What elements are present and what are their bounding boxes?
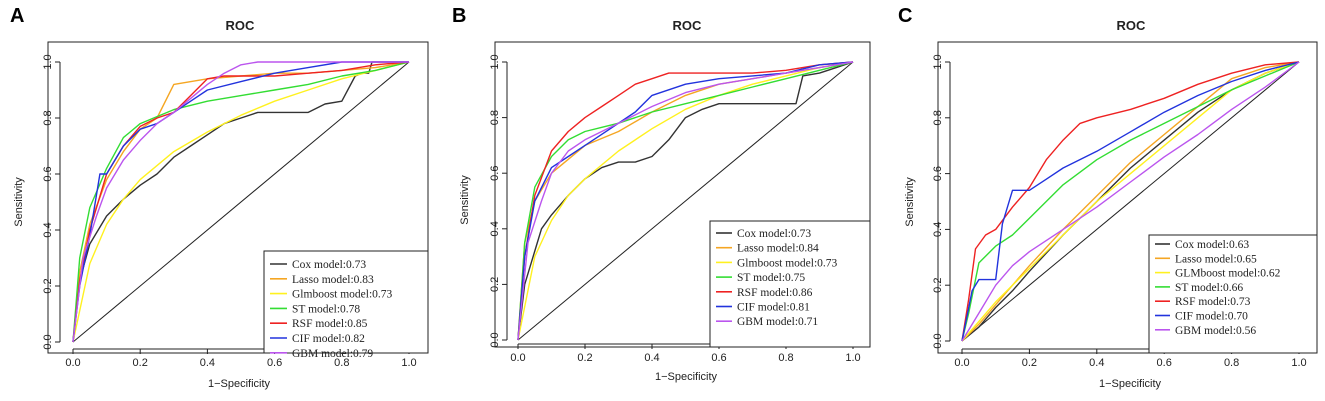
x-tick-label: 0.2 xyxy=(577,352,592,364)
roc-curve-3 xyxy=(517,61,854,341)
y-tick-label: 0.0 xyxy=(932,333,944,348)
legend-entry: RSF model:0.86 xyxy=(737,287,813,299)
legend-entry: Glmboost model:0.73 xyxy=(292,289,393,301)
roc-curve-5 xyxy=(961,61,1300,342)
panel-b: B ROC 1−Specificity Sensitivity 0.0 0.2 0.… xyxy=(452,5,871,383)
roc-curve-5 xyxy=(517,61,854,341)
legend-entry: CIF model:0.70 xyxy=(1175,311,1248,323)
legend-entry: CIF model:0.82 xyxy=(292,333,365,345)
roc-curve-1 xyxy=(961,61,1300,342)
roc-curve-6 xyxy=(72,61,409,343)
legend-entry: GBM model:0.56 xyxy=(1175,325,1256,337)
x-tick-label: 0.0 xyxy=(954,357,969,369)
roc-curve-3 xyxy=(72,61,410,343)
roc-curve-2 xyxy=(517,61,854,341)
legend-entry: Cox model:0.73 xyxy=(737,228,811,240)
legend-entry: Cox model:0.63 xyxy=(1175,239,1249,251)
roc-curve-0 xyxy=(517,61,854,341)
legend-entry: RSF model:0.73 xyxy=(1175,296,1251,308)
legend-entry: Lasso model:0.65 xyxy=(1175,253,1257,265)
x-tick-label: 1.0 xyxy=(401,357,416,369)
panel-letter-b: B xyxy=(452,5,466,27)
legend-box xyxy=(263,250,429,354)
roc-curve-6 xyxy=(517,61,854,341)
y-tick-label: 1.0 xyxy=(932,54,944,69)
x-axis-label: 1−Specificity xyxy=(208,378,271,390)
legend-entry: ST model:0.75 xyxy=(737,272,805,284)
y-tick-label: 0.6 xyxy=(489,166,501,181)
roc-curve-4 xyxy=(961,61,1300,342)
roc-curve-3 xyxy=(961,61,1300,342)
x-tick-label: 0.2 xyxy=(133,357,148,369)
plot-frame xyxy=(494,41,871,348)
y-tick-label: 0.8 xyxy=(932,110,944,125)
x-tick-label: 0.0 xyxy=(510,352,525,364)
x-tick-label: 0.6 xyxy=(711,352,726,364)
reference-diagonal xyxy=(961,61,1300,342)
legend-box xyxy=(709,220,871,348)
x-tick-label: 0.6 xyxy=(1157,357,1172,369)
y-tick-label: 1.0 xyxy=(42,54,54,69)
reference-diagonal xyxy=(517,61,854,341)
y-tick-label: 0.6 xyxy=(932,166,944,181)
x-axis-label: 1−Specificity xyxy=(655,371,718,383)
legend-entry: CIF model:0.81 xyxy=(737,302,810,314)
y-tick-label: 0.4 xyxy=(932,222,944,237)
reference-diagonal xyxy=(72,61,410,343)
y-axis-label: Sensitivity xyxy=(904,177,916,227)
legend-entry: GBM model:0.71 xyxy=(737,316,818,328)
roc-curve-4 xyxy=(72,61,410,343)
y-tick-label: 0.8 xyxy=(489,110,501,125)
plot-frame xyxy=(47,41,429,354)
legend-entry: Glmboost model:0.73 xyxy=(737,257,838,269)
x-tick-label: 1.0 xyxy=(845,352,860,364)
roc-curve-6 xyxy=(961,61,1300,342)
chart-title: ROC xyxy=(226,18,256,33)
y-axis-label: Sensitivity xyxy=(459,175,471,225)
legend-entry: GLMboost model:0.62 xyxy=(1175,268,1281,280)
x-axis-label: 1−Specificity xyxy=(1099,378,1162,390)
roc-curve-2 xyxy=(72,61,410,343)
x-tick-label: 0.4 xyxy=(644,352,659,364)
y-tick-label: 0.2 xyxy=(489,277,501,292)
legend-entry: Cox model:0.73 xyxy=(292,259,366,271)
x-tick-label: 0.0 xyxy=(65,357,80,369)
y-tick-label: 0.0 xyxy=(42,334,54,349)
chart-title: ROC xyxy=(673,18,703,33)
y-tick-label: 0.2 xyxy=(42,278,54,293)
x-tick-label: 0.8 xyxy=(1224,357,1239,369)
y-tick-label: 0.4 xyxy=(42,222,54,237)
y-tick-label: 0.0 xyxy=(489,332,501,347)
x-tick-label: 0.4 xyxy=(200,357,215,369)
x-tick-label: 0.6 xyxy=(267,357,282,369)
chart-title: ROC xyxy=(1117,18,1147,33)
legend-entry: Lasso model:0.83 xyxy=(292,274,374,286)
legend-box xyxy=(1148,234,1318,354)
panel-a: A ROC 1−Specificity Sensitivity 0.0 0.2 0.… xyxy=(10,5,429,390)
x-tick-label: 0.2 xyxy=(1022,357,1037,369)
y-tick-label: 0.4 xyxy=(489,221,501,236)
roc-curve-4 xyxy=(517,61,854,341)
y-tick-label: 0.2 xyxy=(932,278,944,293)
panel-letter-a: A xyxy=(10,5,24,27)
y-tick-label: 1.0 xyxy=(489,54,501,69)
panel-c: C ROC 1−Specificity Sensitivity 0.0 0.2 0.… xyxy=(898,5,1318,390)
legend-entry: GBM model:0.79 xyxy=(292,348,373,360)
legend-entry: RSF model:0.85 xyxy=(292,318,368,330)
legend-entry: Lasso model:0.84 xyxy=(737,243,819,255)
plot-frame xyxy=(937,41,1318,354)
x-tick-label: 0.8 xyxy=(778,352,793,364)
legend-entry: ST model:0.66 xyxy=(1175,282,1243,294)
y-tick-label: 0.6 xyxy=(42,166,54,181)
panel-letter-c: C xyxy=(898,5,912,27)
y-axis-label: Sensitivity xyxy=(13,177,25,227)
x-tick-label: 1.0 xyxy=(1291,357,1306,369)
legend-entry: ST model:0.78 xyxy=(292,303,360,315)
x-tick-label: 0.4 xyxy=(1089,357,1104,369)
x-tick-label: 0.8 xyxy=(334,357,349,369)
y-tick-label: 0.8 xyxy=(42,110,54,125)
